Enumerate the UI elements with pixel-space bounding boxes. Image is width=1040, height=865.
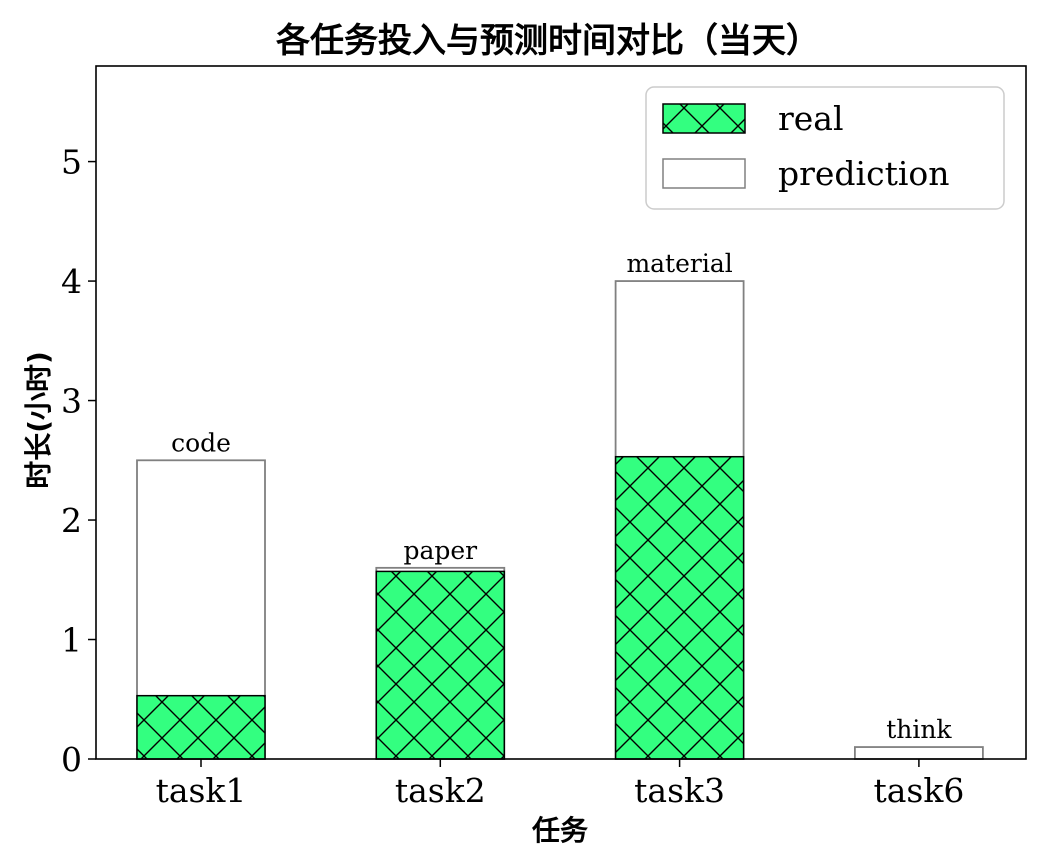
legend-label-real: real	[778, 99, 844, 138]
y-tick-label: 4	[61, 262, 82, 301]
y-axis-label: 时长(小时)	[22, 351, 55, 489]
bar-real-task1	[137, 696, 265, 759]
bar-label-task6: think	[886, 715, 952, 744]
bar-label-task2: paper	[403, 536, 477, 565]
bar-label-task3: material	[626, 249, 732, 278]
x-tick-label-task2: task2	[395, 771, 486, 810]
bar-prediction-task6	[855, 747, 983, 759]
y-tick-label: 3	[61, 382, 82, 421]
y-tick-label: 5	[61, 143, 82, 182]
x-tick-label-task3: task3	[634, 771, 725, 810]
legend-swatch-real	[663, 104, 745, 133]
bar-real-task3	[616, 457, 744, 759]
bar-label-task1: code	[171, 428, 231, 457]
y-tick-label: 2	[61, 501, 82, 540]
x-axis-label: 任务	[531, 814, 588, 847]
x-tick-label-task6: task6	[873, 771, 964, 810]
legend-swatch-prediction	[663, 159, 745, 188]
legend-label-prediction: prediction	[778, 154, 950, 193]
chart-title: 各任务投入与预测时间对比（当天）	[276, 21, 820, 61]
legend: real prediction	[646, 87, 1004, 209]
y-tick-label: 0	[61, 740, 82, 779]
y-tick-label: 1	[61, 621, 82, 660]
bar-real-task2	[376, 571, 504, 759]
plot-area: 0 1 2 3 4 5 code task1 paper task2 material task3 th…	[61, 143, 983, 810]
x-tick-label-task1: task1	[156, 771, 247, 810]
